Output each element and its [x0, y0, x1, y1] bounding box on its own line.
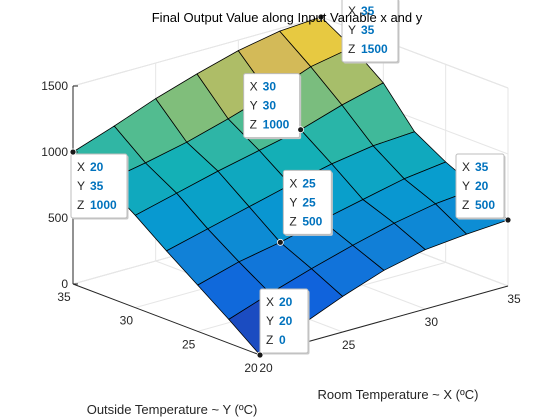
axis-ticks: 0 500 1000 1500 20 25 30 35 20 25 30 35	[41, 79, 521, 375]
datatip-label: X	[289, 176, 297, 190]
datatip-value: 25	[302, 195, 316, 209]
datatip-box	[455, 153, 505, 219]
z-tick-label: 1000	[41, 145, 68, 159]
datatip-value: 500	[475, 198, 495, 212]
datatip-marker[interactable]	[69, 148, 77, 156]
datatip-label: Y	[77, 179, 85, 193]
y-tick-label: 20	[244, 361, 258, 375]
datatip-label: Z	[77, 198, 84, 212]
axis-line	[72, 283, 261, 356]
datatip-value: 35	[361, 4, 375, 18]
datatip-marker[interactable]	[276, 238, 284, 246]
y-tick-label: 25	[182, 337, 196, 351]
datatip-value: 1000	[90, 198, 117, 212]
datatip-marker[interactable]	[256, 351, 264, 359]
datatip-label: Y	[250, 99, 258, 113]
datatip-label: X	[77, 160, 85, 174]
surface-plot	[72, 16, 509, 356]
datatip[interactable]: X 20 Y 20 Z 0	[256, 288, 310, 359]
datatip-label: Z	[250, 118, 257, 132]
datatip[interactable]: X 30 Y 30 Z 1000	[243, 73, 305, 140]
y-tick-label: 35	[57, 290, 71, 304]
datatip-value: 30	[263, 99, 277, 113]
datatip-value: 1000	[263, 118, 290, 132]
z-tick-label: 1500	[41, 79, 68, 93]
datatip-value: 20	[279, 295, 293, 309]
z-tick-label: 500	[48, 211, 68, 225]
datatip-value: 35	[475, 160, 489, 174]
z-tick-label: 0	[61, 277, 68, 291]
datatip-value: 1500	[361, 42, 388, 56]
x-tick-label: 30	[425, 315, 439, 329]
x-tick-label: 35	[507, 292, 521, 306]
datatip-label: Y	[348, 23, 356, 37]
datatip-marker[interactable]	[297, 126, 305, 134]
datatip-label: Z	[348, 42, 355, 56]
datatip-label: Y	[462, 179, 470, 193]
datatip-box	[341, 0, 399, 63]
datatip[interactable]: X 25 Y 25 Z 500	[276, 169, 333, 246]
y-tick-label: 30	[120, 314, 134, 328]
x-tick-label: 25	[342, 338, 356, 352]
data-tips: X 20 Y 35 Z 1000 X 30 Y 30 Z 1000 X 35 Y 35 Z 1500 X 25 Y 25 Z…	[69, 0, 512, 359]
datatip-label: Z	[266, 333, 273, 347]
datatip-value: 20	[279, 314, 293, 328]
x-axis-label: Room Temperature ~ X (ºC)	[318, 387, 479, 402]
datatip-label: Z	[289, 214, 296, 228]
datatip[interactable]: X 35 Y 35 Z 1500	[317, 0, 400, 64]
datatip-box	[282, 169, 332, 235]
datatip-label: Y	[289, 195, 297, 209]
datatip[interactable]: X 20 Y 35 Z 1000	[69, 148, 129, 220]
datatip-label: X	[250, 80, 258, 94]
datatip-value: 0	[279, 333, 286, 347]
datatip-box	[243, 73, 301, 139]
x-tick-label: 20	[259, 361, 273, 375]
datatip-box	[259, 288, 309, 354]
datatip-value: 20	[90, 160, 104, 174]
datatip-label: X	[266, 295, 274, 309]
datatip-box	[70, 153, 128, 219]
datatip-value: 500	[302, 214, 322, 228]
chart-title: Final Output Value along Input Variable …	[152, 10, 423, 25]
datatip-value: 20	[475, 179, 489, 193]
datatip-value: 25	[302, 176, 316, 190]
datatip-value: 35	[90, 179, 104, 193]
y-axis-label: Outside Temperature ~ Y (ºC)	[87, 402, 258, 417]
datatip-value: 35	[361, 23, 375, 37]
datatip-label: Y	[266, 314, 274, 328]
datatip-value: 30	[263, 80, 277, 94]
grid-line	[72, 16, 322, 87]
datatip-label: Z	[462, 198, 469, 212]
datatip-label: X	[462, 160, 470, 174]
datatip-label: X	[348, 4, 356, 18]
datatip[interactable]: X 35 Y 20 Z 500	[455, 153, 512, 224]
datatip-marker[interactable]	[317, 13, 325, 21]
datatip-marker[interactable]	[504, 216, 512, 224]
